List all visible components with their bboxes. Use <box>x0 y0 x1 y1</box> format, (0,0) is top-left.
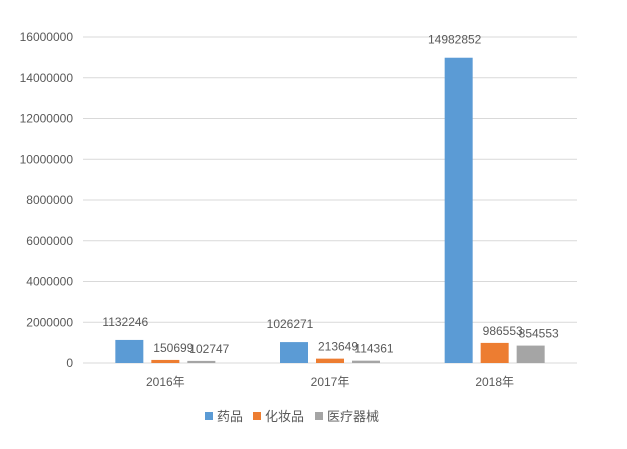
data-label: 14982852 <box>428 33 482 47</box>
data-label: 114361 <box>354 342 393 356</box>
y-tick-label: 10000000 <box>20 152 74 166</box>
bar <box>151 359 180 363</box>
legend-swatch <box>253 412 261 420</box>
bar <box>444 57 473 363</box>
y-tick-label: 0 <box>66 356 73 370</box>
y-tick-label: 8000000 <box>26 193 73 207</box>
bar <box>480 342 509 363</box>
y-tick-label: 14000000 <box>20 71 74 85</box>
bar <box>516 345 545 363</box>
data-label: 102747 <box>189 342 229 356</box>
data-label: 213649 <box>318 340 358 354</box>
legend-swatch <box>315 412 323 420</box>
y-tick-label: 4000000 <box>26 275 73 289</box>
legend-label: 药品 <box>217 409 243 424</box>
x-tick-label: 2018年 <box>475 375 514 389</box>
data-label: 986553 <box>483 324 523 338</box>
legend-label: 医疗器械 <box>327 409 379 424</box>
legend-label: 化妆品 <box>265 409 304 424</box>
data-label: 150699 <box>153 341 193 355</box>
bar <box>115 339 144 363</box>
x-tick-label: 2017年 <box>311 375 350 389</box>
y-tick-label: 2000000 <box>26 315 73 329</box>
y-tick-label: 6000000 <box>26 234 73 248</box>
bar <box>316 358 344 363</box>
bar <box>187 360 216 363</box>
legend-swatch <box>205 412 213 420</box>
bar <box>280 342 308 363</box>
data-label: 854553 <box>519 327 559 341</box>
x-tick-label: 2016年 <box>146 375 185 389</box>
y-tick-label: 12000000 <box>20 112 74 126</box>
data-label: 1026271 <box>267 317 314 331</box>
data-label: 1132246 <box>102 315 148 329</box>
y-tick-label: 16000000 <box>20 30 74 44</box>
bar <box>352 360 380 363</box>
